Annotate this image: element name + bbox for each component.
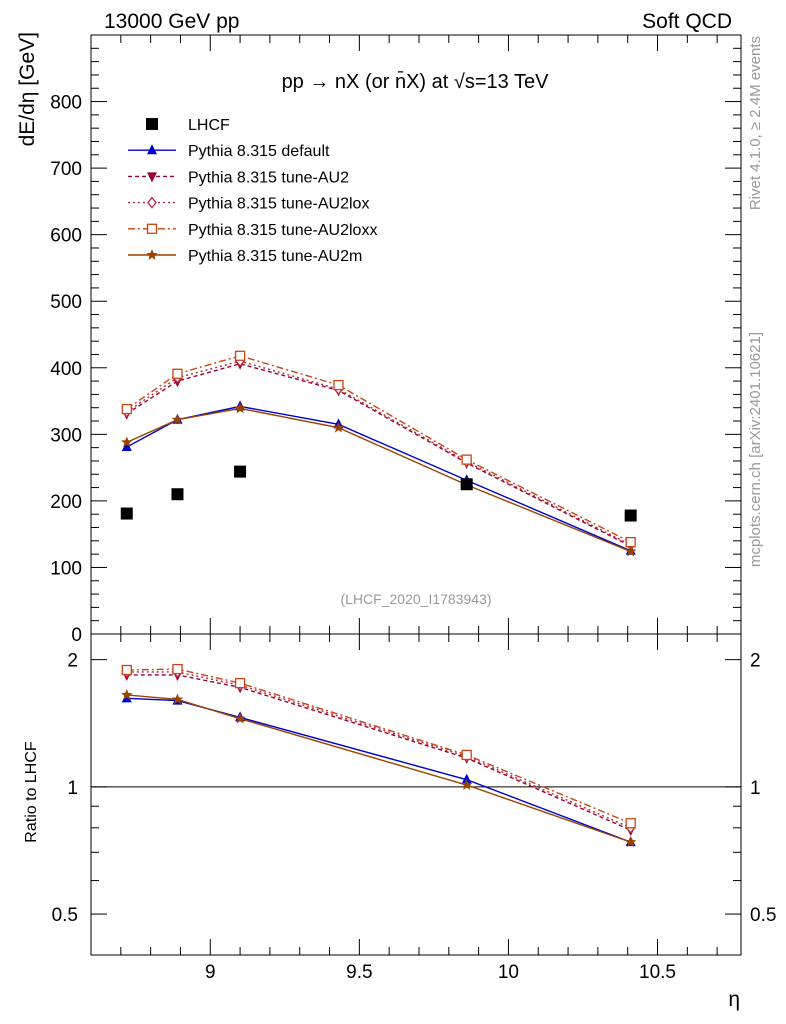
series-point-4 xyxy=(171,413,184,425)
ratio-line-2 xyxy=(126,671,631,829)
ratio-tick-label-right: 1 xyxy=(750,778,761,799)
series-point-0 xyxy=(121,440,132,451)
header-right: Soft QCD xyxy=(642,10,732,33)
legend-marker xyxy=(147,196,157,209)
rivet-label: Rivet 4.1.0, ≥ 2.4M events xyxy=(747,36,764,210)
x-tick-label: 10.5 xyxy=(639,962,676,983)
legend-label: Pythia 8.315 tune-AU2m xyxy=(188,248,362,265)
ratio-point-3 xyxy=(121,664,132,676)
legend-label: Pythia 8.315 tune-AU2lox xyxy=(188,196,369,213)
y-tick-label: 700 xyxy=(50,159,82,180)
axis-ticks xyxy=(91,34,741,956)
ratio-point-4 xyxy=(460,779,473,790)
data-point-lhcf xyxy=(624,509,637,522)
ratio-tick-label: 1 xyxy=(67,778,78,799)
series-point-4 xyxy=(624,545,637,557)
legend: LHCF Pythia 8.315 default Pythia 8.315 tun… xyxy=(128,117,377,265)
main-series-layer xyxy=(120,350,637,557)
data-point-lhcf xyxy=(171,488,184,501)
ratio-tick-label-right: 0.5 xyxy=(750,905,776,926)
plot-title: pp → nX (or n̄X) at √s=13 TeV xyxy=(282,70,550,93)
ratio-point-4 xyxy=(234,712,246,724)
legend-marker xyxy=(147,144,157,155)
mcplots-label: mcplots.cern.ch [arXiv:2401.10621] xyxy=(747,332,764,567)
legend-label: LHCF xyxy=(188,117,230,134)
series-line-4 xyxy=(126,407,631,553)
series-point-3 xyxy=(121,403,132,415)
ratio-point-3 xyxy=(461,749,472,761)
legend-marker xyxy=(146,249,158,260)
y-tick-label: 300 xyxy=(50,425,82,446)
series-point-3 xyxy=(333,379,344,391)
series-line-2 xyxy=(126,360,631,546)
y-axis-label: dE/dη [GeV] xyxy=(16,32,39,146)
data-point-lhcf xyxy=(120,507,133,520)
series-line-3 xyxy=(126,355,631,543)
legend-marker xyxy=(146,118,158,130)
ratio-point-3 xyxy=(234,677,246,689)
legend-label: Pythia 8.315 default xyxy=(188,143,330,160)
ratio-point-0 xyxy=(461,773,472,784)
legend-label: Pythia 8.315 tune-AU2loxx xyxy=(188,222,377,239)
ratio-point-4 xyxy=(171,693,184,705)
series-point-3 xyxy=(172,368,183,379)
y-tick-label: 800 xyxy=(50,93,82,114)
ratio-point-3 xyxy=(172,663,183,675)
series-point-4 xyxy=(121,436,133,448)
series-point-3 xyxy=(234,350,246,361)
x-axis-label: η xyxy=(728,988,740,1011)
ratio-plot-frame xyxy=(90,633,742,956)
data-point-lhcf xyxy=(460,478,473,491)
y-tick-label: 0 xyxy=(71,625,82,646)
series-point-3 xyxy=(461,454,472,465)
y-tick-label: 200 xyxy=(50,492,82,513)
ratio-series-layer xyxy=(121,663,637,847)
header-left: 13000 GeV pp xyxy=(104,10,239,33)
y-tick-label: 100 xyxy=(50,558,82,579)
legend-label: Pythia 8.315 tune-AU2 xyxy=(188,169,349,186)
y-tick-label: 400 xyxy=(50,359,82,380)
ratio-point-4 xyxy=(624,836,637,847)
y-tick-label: 600 xyxy=(50,226,82,247)
ratio-line-3 xyxy=(126,668,631,824)
legend-marker xyxy=(147,172,157,183)
series-point-4 xyxy=(234,402,246,414)
y-tick-label: 500 xyxy=(50,292,82,313)
series-point-4 xyxy=(332,421,345,433)
ratio-point-4 xyxy=(121,688,133,700)
ratio-line-1 xyxy=(126,674,631,831)
axis-tick-labels: 9 9.5 10 10.5 0 100 200 300 400 500 600 700 800 0.5 0.… xyxy=(50,93,776,983)
ratio-tick-label-right: 2 xyxy=(750,651,761,672)
x-tick-label: 9 xyxy=(205,962,216,983)
series-line-1 xyxy=(126,363,631,547)
x-tick-label: 10 xyxy=(498,962,519,983)
legend-marker xyxy=(146,223,158,234)
x-tick-label: 9.5 xyxy=(346,962,372,983)
ratio-tick-label: 2 xyxy=(67,651,78,672)
data-point-lhcf xyxy=(234,465,247,478)
ratio-y-axis-label: Ratio to LHCF xyxy=(23,741,40,843)
ratio-line-4 xyxy=(126,694,631,843)
ratio-point-3 xyxy=(625,818,636,829)
series-point-3 xyxy=(625,537,636,548)
series-line-0 xyxy=(126,405,631,552)
ratio-line-0 xyxy=(126,697,631,843)
ratio-tick-label: 0.5 xyxy=(52,905,78,926)
analysis-watermark: (LHCF_2020_I1783943) xyxy=(341,591,492,607)
